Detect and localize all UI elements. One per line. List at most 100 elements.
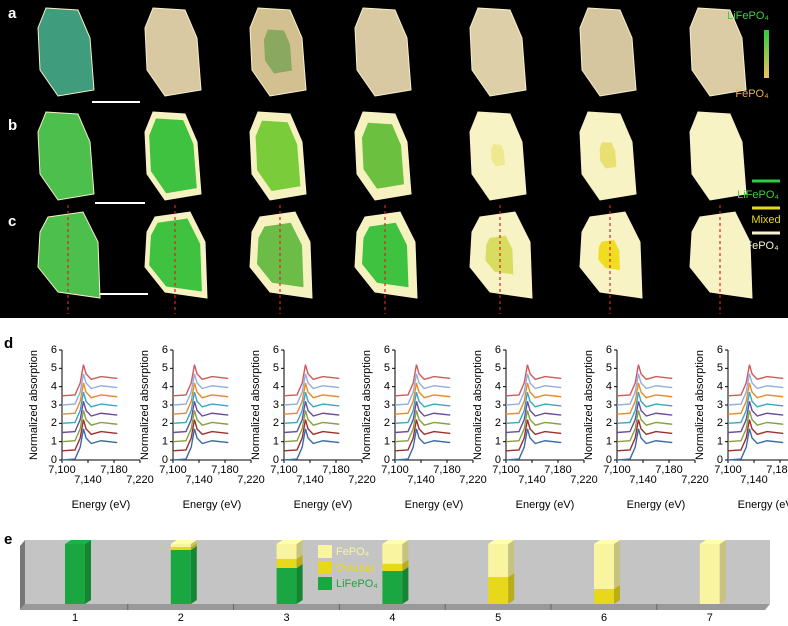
- y-tick-label: 2: [273, 417, 279, 429]
- x-tick-label: 7,220: [681, 474, 709, 486]
- bar-side: [190, 546, 197, 604]
- y-tick-label: 2: [717, 417, 723, 429]
- spectrum-line: [505, 364, 562, 397]
- spectrum-line: [394, 373, 451, 406]
- y-tick-label: 6: [273, 344, 279, 356]
- y-tick-label: 3: [384, 399, 390, 411]
- spectrum-line: [505, 428, 562, 461]
- spectrum-line: [505, 410, 562, 443]
- y-axis-label: Normalized absorption: [139, 350, 151, 460]
- spectrum-line: [394, 410, 451, 443]
- x-tick-label: 7,180: [544, 464, 572, 476]
- particle-phase: [255, 120, 301, 191]
- spectrum-line: [616, 401, 673, 434]
- legend-label: FePO₄: [336, 546, 370, 558]
- bar-top: [488, 540, 515, 544]
- panel-label: a: [8, 5, 17, 22]
- x-tick-label: 7,140: [518, 474, 546, 486]
- x-tick-label: 7,180: [322, 464, 350, 476]
- y-tick-label: 3: [273, 399, 279, 411]
- particle: [37, 111, 95, 201]
- color-bar: [764, 30, 769, 78]
- y-tick-label: 3: [495, 399, 501, 411]
- y-tick-label: 2: [495, 417, 501, 429]
- x-tick-label: 5: [495, 612, 501, 624]
- legend-label: LiFePO₄: [727, 10, 769, 22]
- spectrum-line: [172, 410, 229, 443]
- legend-label: Mixed: [751, 214, 780, 226]
- spectrum-line: [394, 401, 451, 434]
- y-tick-label: 4: [162, 381, 168, 393]
- x-tick-label: 7,180: [433, 464, 461, 476]
- spectrum-line: [61, 428, 118, 461]
- x-tick-label: 7,220: [570, 474, 598, 486]
- x-axis-label: Energy (eV): [294, 499, 353, 511]
- spectrum-line: [505, 373, 562, 406]
- y-tick-label: 0: [384, 454, 390, 466]
- x-tick-label: 2: [178, 612, 184, 624]
- bar-side: [614, 540, 620, 589]
- x-tick-label: 4: [389, 612, 395, 624]
- y-tick-label: 4: [495, 381, 501, 393]
- bar-segment: [382, 563, 403, 571]
- x-tick-label: 7,100: [381, 464, 409, 476]
- x-axis-label: Energy (eV): [627, 499, 686, 511]
- spectrum-line: [616, 382, 673, 415]
- y-tick-label: 0: [606, 454, 612, 466]
- bar-side: [190, 540, 197, 547]
- spectrum-line: [172, 391, 229, 425]
- x-axis-label: Energy (eV): [183, 499, 242, 511]
- x-tick-label: 7,180: [655, 464, 683, 476]
- spectrum-line: [172, 401, 229, 434]
- spectrum-line: [727, 401, 784, 434]
- x-tick-label: 7,100: [492, 464, 520, 476]
- bar-side: [719, 540, 726, 604]
- spectrum-line: [283, 419, 340, 452]
- y-tick-label: 1: [495, 436, 501, 448]
- spectrum-line: [616, 391, 673, 425]
- spectrum-line: [61, 419, 118, 452]
- x-tick-label: 3: [284, 612, 290, 624]
- particle-phase: [599, 142, 617, 169]
- legend-label: LiFePO₄: [336, 578, 378, 590]
- particle: [354, 7, 412, 97]
- y-tick-label: 0: [162, 454, 168, 466]
- y-tick-label: 1: [273, 436, 279, 448]
- spectrum-line: [616, 428, 673, 461]
- bar-segment: [594, 544, 614, 589]
- spectrum-line: [283, 373, 340, 406]
- x-tick-label: 7,220: [126, 474, 154, 486]
- spectrum-line: [172, 382, 229, 415]
- x-axis-label: Energy (eV): [405, 499, 464, 511]
- spectrum-line: [394, 391, 451, 425]
- bar-segment: [382, 544, 403, 564]
- spectrum-line: [283, 410, 340, 443]
- bar-side: [402, 540, 409, 564]
- particle: [689, 111, 747, 201]
- particle-phase: [149, 118, 197, 194]
- legend-swatch: [318, 577, 332, 590]
- x-tick-label: 7,100: [159, 464, 187, 476]
- y-axis-label: Normalized absorption: [472, 350, 484, 460]
- particle-phase: [264, 29, 292, 74]
- y-tick-label: 3: [606, 399, 612, 411]
- particle: [37, 7, 95, 97]
- y-tick-label: 0: [495, 454, 501, 466]
- spectrum-line: [616, 419, 673, 452]
- spectrum-line: [283, 391, 340, 425]
- y-tick-label: 5: [384, 362, 390, 374]
- spectrum-line: [283, 428, 340, 461]
- y-axis-label: Normalized absorption: [361, 350, 373, 460]
- y-tick-label: 6: [606, 344, 612, 356]
- particle: [689, 211, 753, 299]
- spectrum-line: [394, 382, 451, 415]
- spectrum-line: [727, 391, 784, 425]
- bar-side: [190, 543, 197, 550]
- y-tick-label: 1: [717, 436, 723, 448]
- y-tick-label: 4: [717, 381, 723, 393]
- spectrum-line: [394, 428, 451, 461]
- y-tick-label: 5: [495, 362, 501, 374]
- particle-phase: [598, 239, 620, 271]
- panel-label: d: [4, 335, 13, 352]
